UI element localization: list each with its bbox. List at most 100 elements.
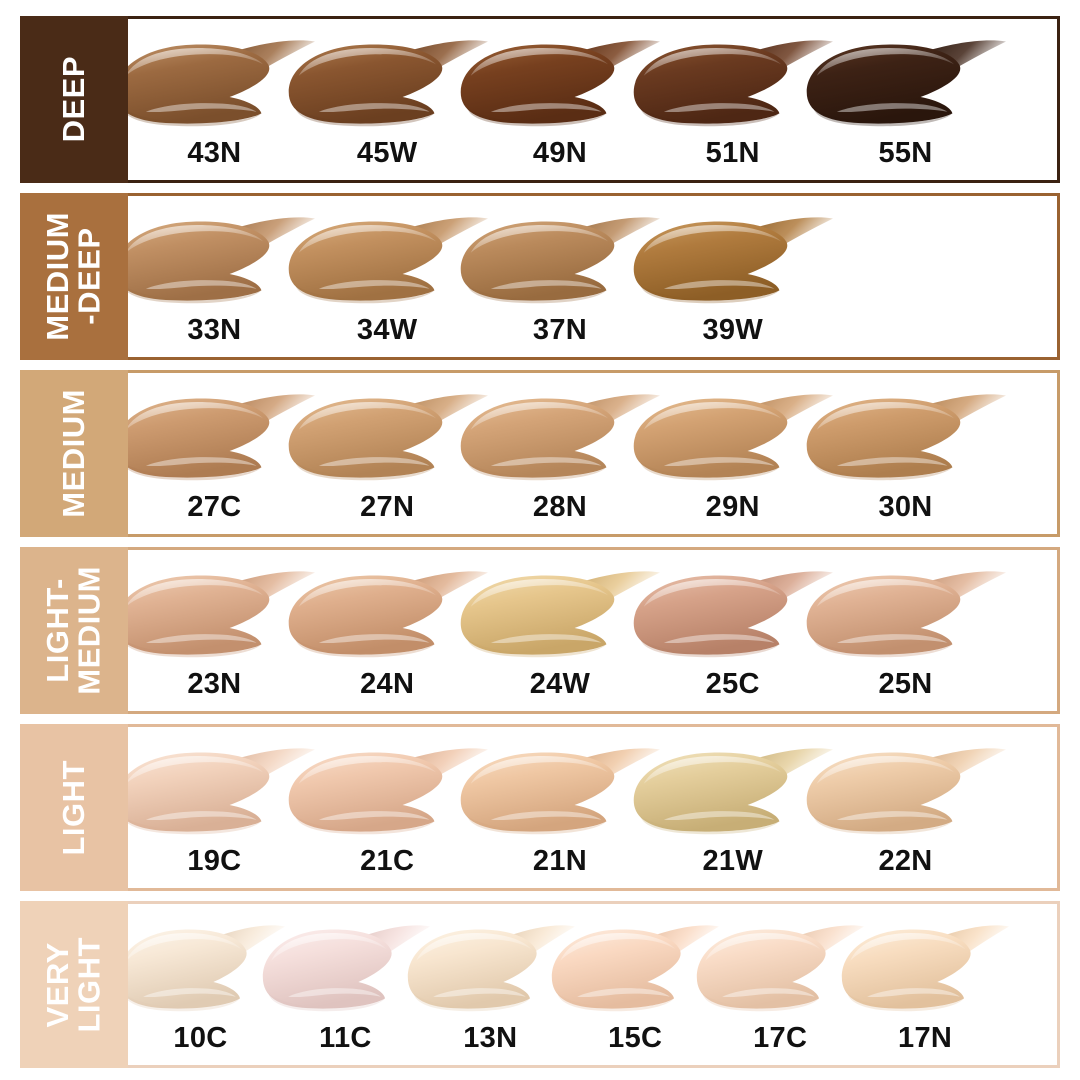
shade-swatch-17C[interactable]: 17C xyxy=(697,904,865,1065)
shade-swatch-13N[interactable]: 13N xyxy=(407,904,575,1065)
smear-shadow-edge xyxy=(128,642,262,658)
shade-swatch-27N[interactable]: 27N xyxy=(288,373,488,534)
smear-shadow-edge xyxy=(813,816,953,835)
swatch-strip: 19C 21C xyxy=(128,727,1057,888)
shade-swatch-21N[interactable]: 21N xyxy=(461,727,661,888)
smear-shadow-edge xyxy=(268,993,385,1012)
smear-gloss-streak xyxy=(836,457,948,467)
shade-swatch-11C[interactable]: 11C xyxy=(262,904,430,1065)
shade-swatch-39W[interactable]: 39W xyxy=(633,196,834,357)
shade-swatch-29N[interactable]: 29N xyxy=(633,373,834,534)
shade-swatch-30N[interactable]: 30N xyxy=(806,373,1006,534)
swatch-smear-wrap xyxy=(398,915,581,1021)
smear-shadow-edge xyxy=(128,819,262,835)
swatch-smear xyxy=(806,40,1006,127)
smear-body xyxy=(697,929,827,1009)
swatch-smear-wrap xyxy=(622,561,840,667)
smear-gloss-top xyxy=(471,48,609,77)
swatch-smear-wrap xyxy=(128,915,290,1021)
shade-swatch-23N[interactable]: 23N xyxy=(128,550,315,711)
smear-body xyxy=(407,929,537,1009)
smear-gloss-streak xyxy=(318,811,429,821)
smear-shadow-edge xyxy=(295,639,435,658)
smear-shadow-edge xyxy=(813,462,953,481)
shade-swatch-43N[interactable]: 43N xyxy=(128,19,315,180)
shade-swatch-24W[interactable]: 24W xyxy=(461,550,661,711)
smear-gloss-top xyxy=(471,756,609,785)
category-label-text: MEDIUM xyxy=(56,389,92,518)
shade-row-very-light: VERY LIGHT 10C xyxy=(20,901,1060,1068)
shade-code-label: 17N xyxy=(898,1022,953,1055)
swatch-smear xyxy=(806,571,1006,658)
shade-swatch-22N[interactable]: 22N xyxy=(806,727,1006,888)
smear-gloss-streak xyxy=(318,634,429,644)
swatch-smear-wrap xyxy=(277,738,495,844)
smear-body xyxy=(633,752,788,832)
swatch-smear-wrap xyxy=(449,207,667,313)
swatch-smear xyxy=(288,571,488,658)
smear-gloss-top xyxy=(560,933,676,962)
smear-shadow-edge xyxy=(128,288,262,304)
swatch-strip: 43N 45W xyxy=(128,19,1057,180)
shade-code-label: 27C xyxy=(187,491,242,524)
shade-swatch-34W[interactable]: 34W xyxy=(288,196,488,357)
swatch-smear xyxy=(461,40,661,127)
swatch-smear-wrap xyxy=(832,915,1015,1021)
swatch-smear xyxy=(633,217,834,304)
swatch-smear xyxy=(633,748,834,835)
shade-swatch-28N[interactable]: 28N xyxy=(461,373,661,534)
swatch-smear-wrap xyxy=(128,561,322,667)
smear-body xyxy=(633,221,788,301)
swatch-smear xyxy=(461,748,661,835)
shade-row-medium-deep: MEDIUM -DEEP 33N xyxy=(20,193,1060,360)
shade-swatch-25C[interactable]: 25C xyxy=(633,550,834,711)
shade-swatch-21W[interactable]: 21W xyxy=(633,727,834,888)
swatch-smear xyxy=(262,925,430,1012)
smear-gloss-streak xyxy=(287,988,381,998)
swatch-smear xyxy=(128,748,315,835)
swatch-strip: 27C 27N xyxy=(128,373,1057,534)
shade-swatch-15C[interactable]: 15C xyxy=(552,904,720,1065)
shade-swatch-49N[interactable]: 49N xyxy=(461,19,661,180)
shade-swatch-24N[interactable]: 24N xyxy=(288,550,488,711)
smear-gloss-top xyxy=(643,225,782,254)
smear-shadow-edge xyxy=(467,285,607,304)
swatch-smear xyxy=(461,571,661,658)
smear-gloss-top xyxy=(298,402,436,431)
smear-gloss-top xyxy=(643,579,782,608)
smear-gloss-streak xyxy=(836,103,948,113)
swatch-smear xyxy=(633,40,834,127)
swatch-smear xyxy=(288,748,488,835)
shade-swatch-51N[interactable]: 51N xyxy=(633,19,834,180)
smear-shadow-edge xyxy=(640,285,780,304)
smear-body xyxy=(128,752,270,832)
smear-body xyxy=(806,752,961,832)
swatch-smear-wrap xyxy=(449,384,667,490)
swatch-area-light-medium: 23N 24N xyxy=(128,547,1060,714)
shade-swatch-33N[interactable]: 33N xyxy=(128,196,315,357)
smear-gloss-streak xyxy=(722,988,816,998)
category-label-text: LIGHT- MEDIUM xyxy=(40,566,107,695)
smear-body xyxy=(288,398,442,478)
smear-gloss-streak xyxy=(664,280,775,290)
smear-gloss-streak xyxy=(145,457,257,467)
swatch-strip: 23N 24N xyxy=(128,550,1057,711)
shade-swatch-37N[interactable]: 37N xyxy=(461,196,661,357)
shade-swatch-55N[interactable]: 55N xyxy=(806,19,1006,180)
shade-swatch-10C[interactable]: 10C xyxy=(128,904,285,1065)
shade-swatch-45W[interactable]: 45W xyxy=(288,19,488,180)
swatch-smear xyxy=(552,925,720,1012)
shade-swatch-17N[interactable]: 17N xyxy=(842,904,1010,1065)
smear-gloss-top xyxy=(298,48,436,77)
swatch-smear-wrap xyxy=(687,915,870,1021)
swatch-smear-wrap xyxy=(277,561,495,667)
smear-shadow-edge xyxy=(295,816,435,835)
swatch-smear-wrap xyxy=(449,738,667,844)
smear-gloss-streak xyxy=(664,811,775,821)
shade-swatch-25N[interactable]: 25N xyxy=(806,550,1006,711)
shade-swatch-21C[interactable]: 21C xyxy=(288,727,488,888)
shade-swatch-19C[interactable]: 19C xyxy=(128,727,315,888)
shade-swatch-27C[interactable]: 27C xyxy=(128,373,315,534)
smear-gloss-top xyxy=(850,933,966,962)
